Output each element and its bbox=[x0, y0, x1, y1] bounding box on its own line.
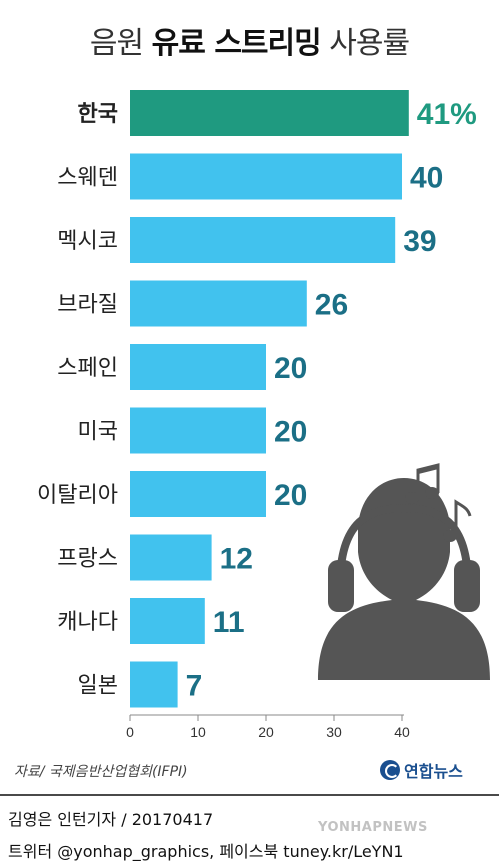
category-label: 멕시코 bbox=[57, 229, 118, 254]
x-tick-label: 0 bbox=[126, 724, 134, 740]
bar bbox=[130, 153, 402, 200]
logo-text: 연합뉴스 bbox=[404, 762, 463, 781]
value-label: 20 bbox=[274, 352, 307, 385]
bar bbox=[130, 661, 178, 708]
category-label: 스페인 bbox=[57, 356, 118, 381]
title-suffix: 사용률 bbox=[329, 26, 410, 61]
watermark: YONHAPNEWS bbox=[318, 820, 428, 835]
value-label: 11 bbox=[213, 606, 245, 639]
value-label: 20 bbox=[274, 416, 307, 449]
value-label: 39 bbox=[403, 225, 436, 258]
x-tick-label: 10 bbox=[190, 724, 206, 740]
category-label: 한국 bbox=[78, 102, 118, 127]
headphones-person-icon bbox=[318, 478, 490, 680]
x-tick-label: 40 bbox=[394, 724, 410, 740]
music-illustration bbox=[318, 463, 490, 680]
value-label: 20 bbox=[274, 479, 307, 512]
title-prefix: 음원 bbox=[89, 26, 144, 61]
category-label: 스웨덴 bbox=[57, 166, 118, 191]
source-note: 자료/ 국제음반산업협회(IFPI) bbox=[14, 764, 188, 780]
credit-line: 김영은 인턴기자 / 20170417 bbox=[8, 810, 214, 829]
bar bbox=[130, 471, 266, 517]
bar bbox=[130, 280, 307, 327]
footer-social: 트위터 @yonhap_graphics, 페이스북 tuney.kr/LeYN… bbox=[8, 842, 404, 861]
category-label: 일본 bbox=[78, 674, 118, 699]
category-label: 이탈리아 bbox=[37, 483, 118, 508]
chart-title: 음원 유료 스트리밍 사용률 bbox=[0, 18, 499, 62]
value-label: 12 bbox=[220, 543, 253, 576]
category-label: 미국 bbox=[78, 420, 118, 445]
value-label: 26 bbox=[315, 289, 348, 322]
bar bbox=[130, 344, 266, 390]
bar bbox=[130, 534, 212, 581]
bar bbox=[130, 598, 205, 644]
value-label: 7 bbox=[186, 670, 203, 703]
bar bbox=[130, 90, 409, 136]
x-tick-label: 30 bbox=[326, 724, 342, 740]
value-label: 41% bbox=[417, 98, 477, 131]
footer-divider bbox=[0, 794, 499, 796]
value-label: 40 bbox=[410, 162, 443, 195]
brand-logo: 연합뉴스 bbox=[380, 758, 463, 782]
x-tick-label: 20 bbox=[258, 724, 274, 740]
category-label: 프랑스 bbox=[57, 547, 118, 572]
music-note-icon bbox=[405, 463, 440, 504]
bar bbox=[130, 407, 266, 454]
title-bold: 유료 스트리밍 bbox=[151, 26, 322, 61]
bar-chart: 한국 41% 스웨덴 40 멕시코 39 브라질 26 스페인 20 미국 20 이탈리아 20 프랑스 12… bbox=[37, 90, 490, 740]
category-label: 브라질 bbox=[57, 293, 118, 318]
logo-icon bbox=[380, 760, 400, 780]
music-note-icon bbox=[443, 499, 472, 542]
category-label: 캐나다 bbox=[57, 610, 118, 635]
bar bbox=[130, 217, 396, 263]
